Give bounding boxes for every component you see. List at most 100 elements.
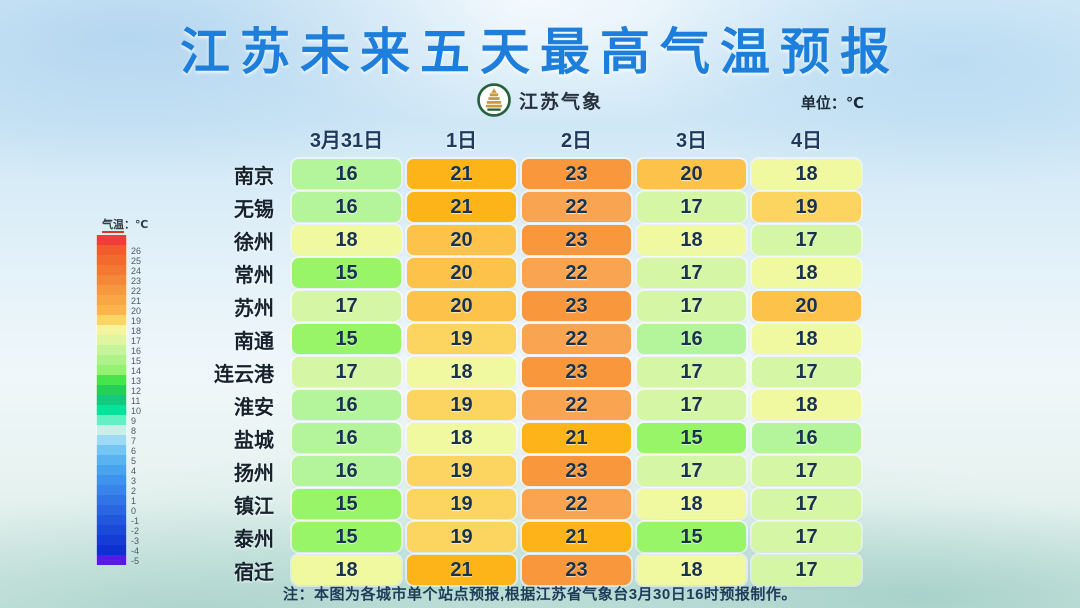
legend-swatch [96,325,127,335]
legend-swatch [96,295,127,305]
temp-cell: 17 [637,258,746,288]
temp-cell: 16 [752,423,861,453]
city-label: 盐城 [234,429,274,452]
page-title: 江苏未来五天最高气温预报 [180,24,900,80]
legend-label: 20 [131,306,142,316]
temp-cell: 18 [407,423,516,453]
legend-swatch [96,465,127,475]
city-label: 泰州 [234,528,274,551]
city-label: 扬州 [234,462,274,485]
legend-swatch [96,435,127,445]
temp-cell: 18 [752,324,861,354]
legend-swatch [96,555,127,565]
temp-cell: 16 [292,456,401,486]
legend-label: 2 [131,486,137,496]
city-label: 无锡 [234,198,274,221]
legend-band: 21 [96,295,174,306]
legend-band: 16 [96,345,174,356]
city-label: 淮安 [234,396,274,419]
legend-band: -5 [96,555,174,566]
temp-cell: 17 [637,456,746,486]
legend-swatch [96,375,127,385]
legend-band: 20 [96,305,174,316]
temp-cell: 23 [522,555,631,585]
legend-swatch [96,275,127,285]
legend-label: 9 [131,416,137,426]
legend-label: 23 [131,276,142,286]
legend-band: 13 [96,375,174,386]
legend-label: 11 [131,396,141,406]
temp-cell: 19 [407,390,516,420]
legend-swatch [96,265,127,275]
legend-label: 26 [131,246,142,256]
legend-label: 0 [131,506,137,516]
legend-band: 3 [96,475,174,486]
legend-band: 18 [96,325,174,336]
temp-cell: 20 [752,291,861,321]
temp-cell: 21 [407,192,516,222]
legend-label: -4 [131,546,140,556]
temp-cell: 19 [407,456,516,486]
legend-label: 1 [131,496,137,506]
temp-cell: 16 [637,324,746,354]
legend-band: 6 [96,445,174,456]
legend-label: 18 [131,326,142,336]
temp-cell: 15 [637,522,746,552]
temp-cell: 23 [522,291,631,321]
legend-band: 24 [96,265,174,276]
temp-cell: 16 [292,390,401,420]
temp-cell: 17 [752,225,861,255]
legend-label: -5 [131,556,140,566]
temp-cell: 20 [407,291,516,321]
legend-swatch [96,335,127,345]
legend-label: 10 [131,406,142,416]
temp-cell: 17 [752,357,861,387]
logo-text: 江苏气象 [518,91,603,113]
legend-label: 4 [131,466,137,476]
temp-cell: 20 [637,159,746,189]
temp-cell: 19 [407,522,516,552]
city-label: 镇江 [234,495,274,518]
legend-label: 7 [131,436,137,446]
legend-swatch [96,395,127,405]
temp-cell: 23 [522,357,631,387]
city-label: 徐州 [234,231,274,254]
legend-swatch [96,505,127,515]
legend-band: 12 [96,385,174,396]
temp-cell: 15 [292,258,401,288]
temp-cell: 21 [522,423,631,453]
legend-label: 13 [131,376,142,386]
forecast-table: 3月31日 1日 2日 3日 4日 南京 16 21 23 20 18 无锡 16 21 22 17 19 徐州 1… [168,126,861,585]
temp-cell: 18 [637,489,746,519]
temp-cell: 16 [292,159,401,189]
temp-cell: 18 [292,555,401,585]
legend-bands: 26 25 24 23 22 21 20 19 18 17 16 15 14 13 12 11 10 9 8 7 6 5 4… [96,235,174,566]
temp-cell: 19 [407,324,516,354]
city-label: 苏州 [234,297,274,320]
temp-cell: 22 [522,258,631,288]
temp-cell: 20 [407,225,516,255]
legend-label: 3 [131,476,137,486]
legend-band: 22 [96,285,174,296]
legend-band: 14 [96,365,174,376]
legend-swatch [96,345,127,355]
legend-band: 0 [96,505,174,516]
legend-title: 气温：℃ [102,216,174,233]
legend-swatch [96,415,127,425]
legend-label: 15 [131,356,142,366]
city-label: 常州 [234,264,274,287]
temp-cell: 17 [752,522,861,552]
legend-swatch [96,235,127,245]
legend-band: 2 [96,485,174,496]
temp-cell: 22 [522,192,631,222]
temp-cell: 17 [637,390,746,420]
legend-label: 19 [131,316,142,326]
legend-band [96,235,174,245]
logo-row: 江苏气象 [0,82,1080,118]
legend-band: 7 [96,435,174,446]
temp-cell: 17 [752,555,861,585]
legend-band: 5 [96,455,174,466]
unit-label: 单位：℃ [800,95,864,112]
temp-cell: 15 [637,423,746,453]
legend-band: 10 [96,405,174,416]
